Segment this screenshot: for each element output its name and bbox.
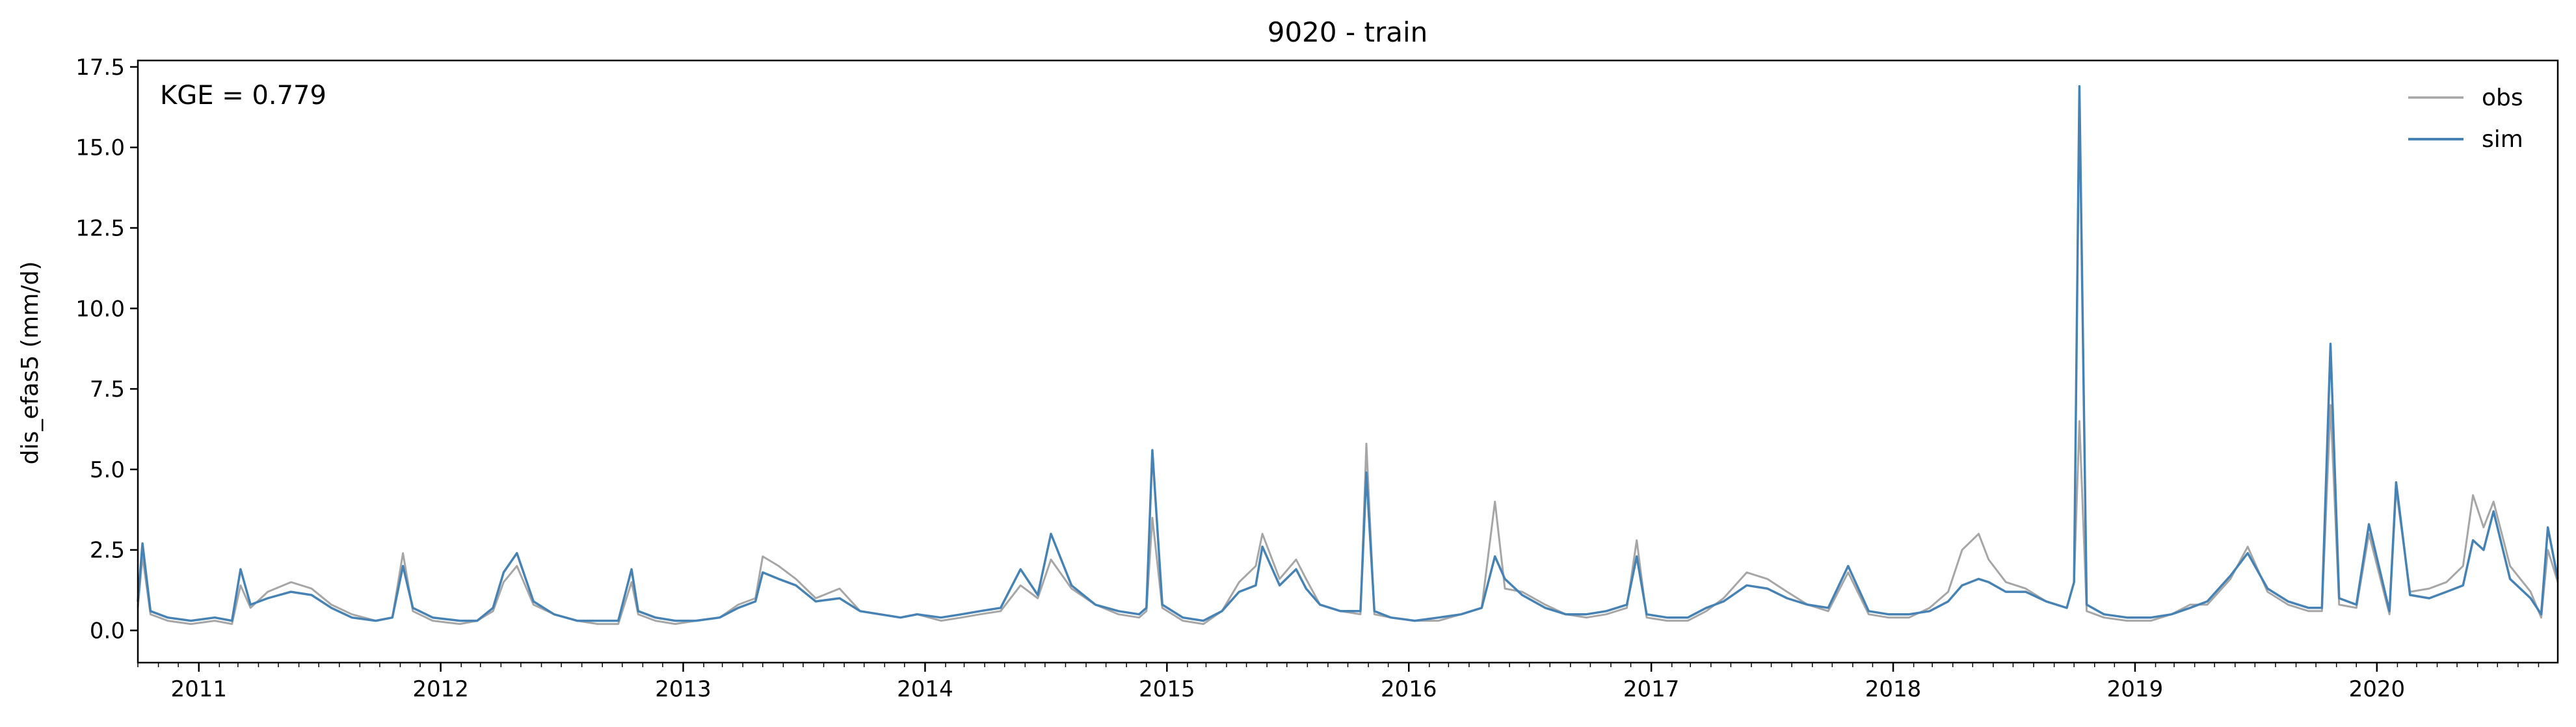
plot-area [137,59,2559,664]
y-tick-label: 17.5 [75,55,125,81]
legend-label-obs: obs [2482,85,2523,111]
y-axis: 0.0 2.5 5.0 7.5 10.0 12.5 15.0 17.5 [75,55,138,644]
x-tick-label: 2014 [897,676,953,702]
x-tick-label: 2015 [1139,676,1195,702]
x-tick-label: 2011 [170,676,227,702]
legend-label-sim: sim [2482,126,2523,153]
x-tick-label: 2013 [655,676,711,702]
y-tick-label: 10.0 [75,296,125,322]
plot-frame [137,59,2559,664]
y-axis-label: dis_efas5 (mm/d) [17,261,44,465]
legend: obs sim [2408,85,2523,153]
y-tick-label: 5.0 [90,457,125,483]
y-tick-label: 7.5 [90,377,125,403]
x-tick-label: 2017 [1623,676,1680,702]
series-line-obs [137,404,2559,626]
y-tick-label: 15.0 [75,135,125,161]
x-tick-label: 2012 [412,676,469,702]
x-axis: 2011 2012 2013 2014 2015 2016 2017 2018 2019 2020 [137,663,2540,702]
series-lines [137,85,2559,626]
kge-annotation: KGE = 0.779 [160,81,326,111]
y-tick-label: 0.0 [90,618,125,644]
y-tick-label: 2.5 [90,538,125,564]
series-line-sim [137,85,2559,622]
x-tick-label: 2019 [2107,676,2164,702]
x-tick-label: 2020 [2349,676,2406,702]
y-tick-label: 12.5 [75,215,125,241]
x-tick-label: 2016 [1381,676,1437,702]
chart-title: 9020 - train [1268,16,1428,48]
x-tick-label: 2018 [1865,676,1922,702]
